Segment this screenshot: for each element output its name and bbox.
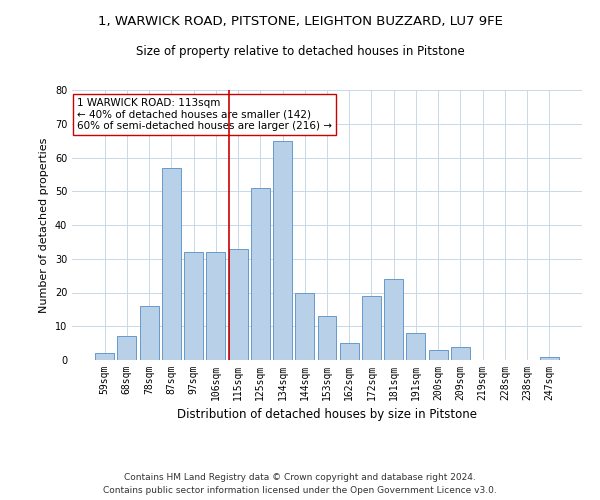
Text: Size of property relative to detached houses in Pitstone: Size of property relative to detached ho… [136, 45, 464, 58]
Text: Contains public sector information licensed under the Open Government Licence v3: Contains public sector information licen… [103, 486, 497, 495]
Bar [251, 188, 270, 360]
Bar [162, 168, 181, 360]
Bar [362, 296, 381, 360]
Bar [451, 346, 470, 360]
Bar [406, 333, 425, 360]
Text: Contains HM Land Registry data © Crown copyright and database right 2024.: Contains HM Land Registry data © Crown c… [124, 474, 476, 482]
Bar [317, 316, 337, 360]
Bar [273, 140, 292, 360]
Text: 1, WARWICK ROAD, PITSTONE, LEIGHTON BUZZARD, LU7 9FE: 1, WARWICK ROAD, PITSTONE, LEIGHTON BUZZ… [98, 15, 502, 28]
Bar [384, 279, 403, 360]
Bar [184, 252, 203, 360]
Bar [229, 248, 248, 360]
Bar [118, 336, 136, 360]
Bar [295, 292, 314, 360]
Bar [429, 350, 448, 360]
X-axis label: Distribution of detached houses by size in Pitstone: Distribution of detached houses by size … [177, 408, 477, 422]
Bar [140, 306, 158, 360]
Bar [206, 252, 225, 360]
Bar [340, 343, 359, 360]
Bar [95, 353, 114, 360]
Y-axis label: Number of detached properties: Number of detached properties [39, 138, 49, 312]
Text: 1 WARWICK ROAD: 113sqm
← 40% of detached houses are smaller (142)
60% of semi-de: 1 WARWICK ROAD: 113sqm ← 40% of detached… [77, 98, 332, 132]
Bar [540, 356, 559, 360]
